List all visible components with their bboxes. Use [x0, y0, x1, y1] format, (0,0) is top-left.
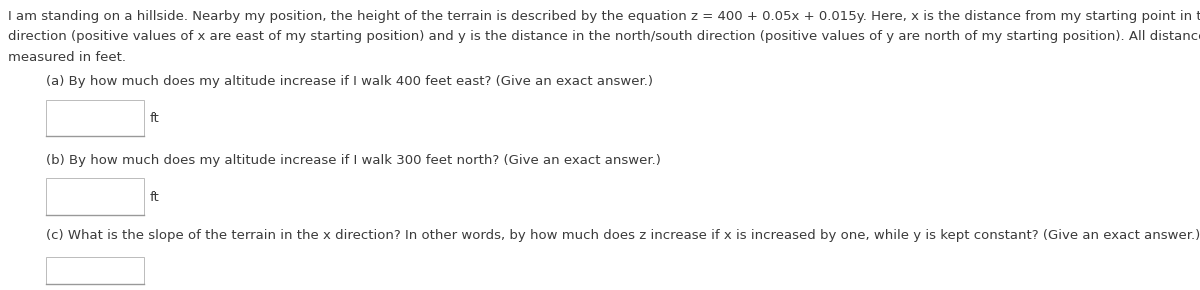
Text: ft: ft — [150, 113, 160, 125]
Text: measured in feet.: measured in feet. — [8, 51, 126, 64]
Text: (b) By how much does my altitude increase if I walk 300 feet north? (Give an exa: (b) By how much does my altitude increas… — [46, 154, 660, 167]
Text: I am standing on a hillside. Nearby my position, the height of the terrain is de: I am standing on a hillside. Nearby my p… — [8, 10, 1200, 23]
Text: direction (positive values of x are east of my starting position) and y is the d: direction (positive values of x are east… — [8, 30, 1200, 44]
Text: (c) What is the slope of the terrain in the x direction? In other words, by how : (c) What is the slope of the terrain in … — [46, 229, 1200, 242]
Text: (a) By how much does my altitude increase if I walk 400 feet east? (Give an exac: (a) By how much does my altitude increas… — [46, 75, 653, 88]
Text: ft: ft — [150, 191, 160, 204]
